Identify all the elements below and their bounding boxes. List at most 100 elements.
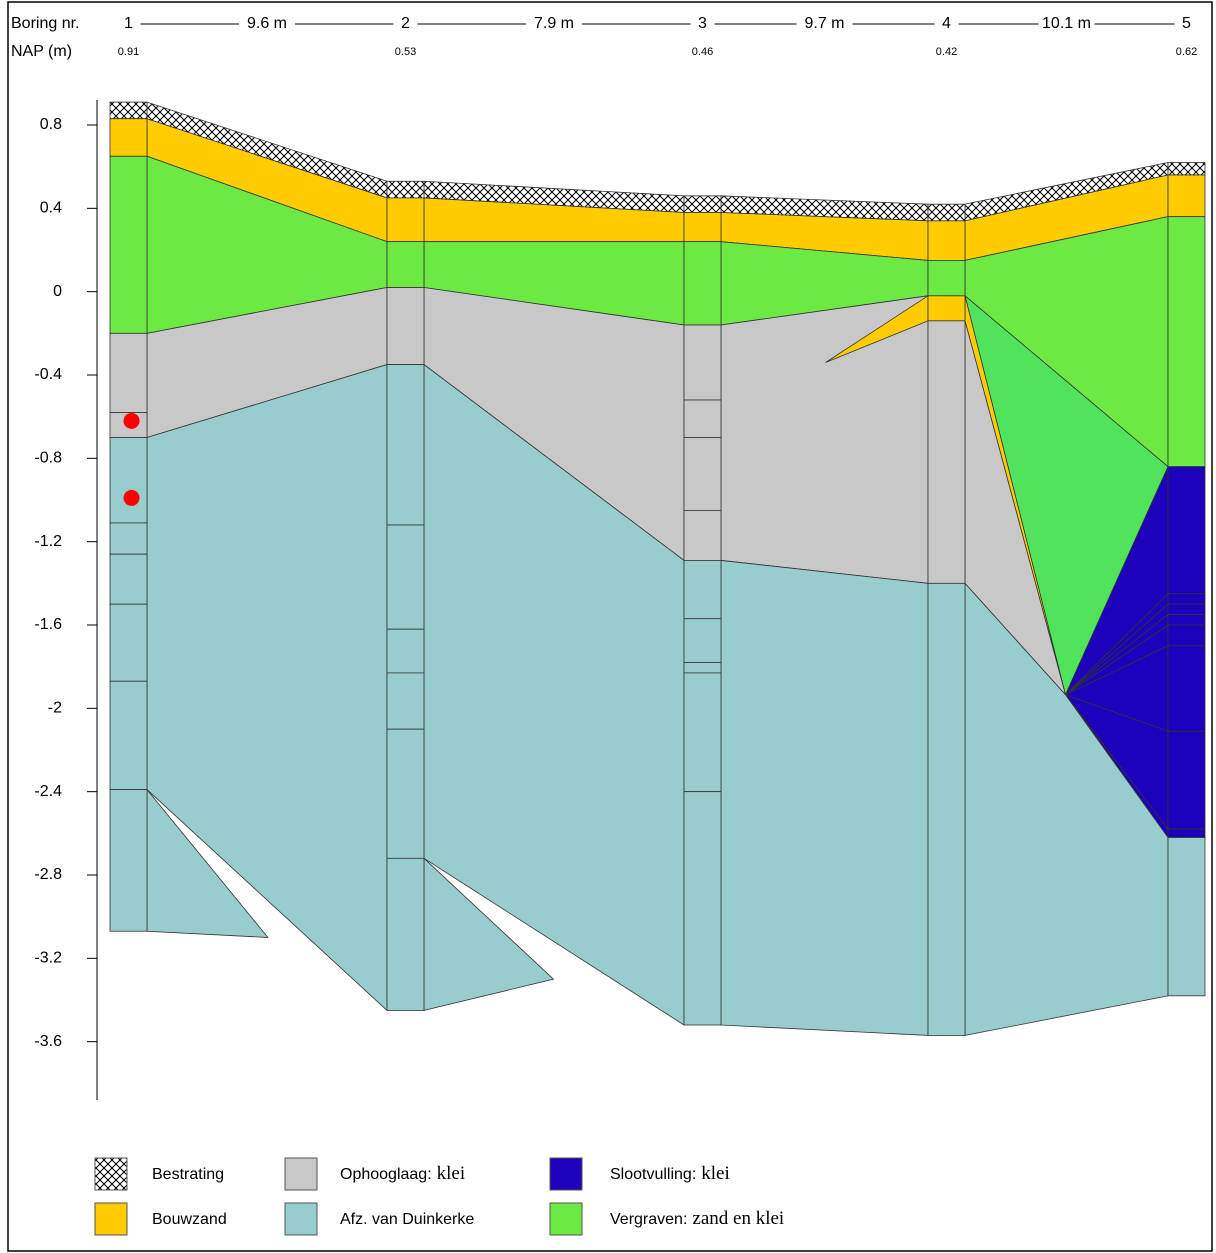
y-tick-label: -0.4 <box>34 366 62 383</box>
y-tick-label: -0.8 <box>34 450 62 467</box>
legend-swatch <box>550 1203 582 1235</box>
boring-top: 0.42 <box>936 46 957 58</box>
legend-desc: klei <box>437 1163 466 1184</box>
y-tick-label: -2 <box>48 700 62 717</box>
boring-top: 0.62 <box>1176 46 1197 58</box>
boring-layer <box>684 325 721 400</box>
boring-layer <box>684 242 721 325</box>
boring-layer <box>387 525 424 629</box>
boring-layer <box>387 288 424 365</box>
boring-layer <box>928 221 965 261</box>
sample <box>124 413 140 429</box>
boring-top: 0.46 <box>692 46 713 58</box>
boring-layer <box>110 604 147 681</box>
sample <box>124 490 140 506</box>
boring-layer <box>684 560 721 618</box>
legend-label: Bouwzand <box>152 1211 227 1228</box>
legend-name: Slootvulling: <box>610 1166 696 1183</box>
boring-layer <box>1168 594 1205 604</box>
boring-layer <box>110 523 147 554</box>
legend-name: Bouwzand <box>152 1211 227 1228</box>
boring-layer <box>1168 838 1205 996</box>
boring-layer <box>387 365 424 525</box>
distance-label: 9.6 m <box>247 15 287 32</box>
y-tick-label: -1.6 <box>34 616 62 633</box>
boring-layer <box>684 196 721 213</box>
boring-layer <box>1168 731 1205 829</box>
boring-name: 4 <box>942 15 951 32</box>
chart: 10.9120.5330.4640.4250.629.6 m7.9 m9.7 m… <box>0 0 1216 1253</box>
boring-layer <box>928 321 965 584</box>
legend-swatch <box>285 1203 317 1235</box>
y-tick-label: -2.8 <box>34 866 62 883</box>
legend-label: Bestrating <box>152 1166 224 1183</box>
boring-layer <box>928 296 965 321</box>
y-tick-label: 0 <box>53 283 62 300</box>
legend-swatch <box>550 1158 582 1190</box>
y-tick-label: -3.6 <box>34 1033 62 1050</box>
y-tick-label: -1.2 <box>34 533 62 550</box>
boring-layer <box>684 400 721 438</box>
legend-name: Bestrating <box>152 1166 224 1183</box>
boring-layer <box>1168 467 1205 594</box>
boring-layer <box>387 858 424 1010</box>
boring-layer <box>387 673 424 729</box>
boring-top: 0.91 <box>118 46 139 58</box>
legend-label: Afz. van Duinkerke <box>340 1211 474 1228</box>
boring-layer <box>684 438 721 511</box>
boring-layer <box>110 156 147 333</box>
layer-fill <box>721 296 928 583</box>
boring-layer <box>684 663 721 673</box>
boring-layer <box>110 333 147 412</box>
boring-layer <box>684 510 721 560</box>
boring-layer <box>110 681 147 789</box>
y-tick-label: 0.4 <box>40 200 62 217</box>
boring-layer <box>110 102 147 119</box>
boring-layer <box>110 790 147 932</box>
distance-label: 7.9 m <box>534 15 574 32</box>
legend-desc: zand en klei <box>692 1208 784 1229</box>
boring-layer <box>1168 217 1205 467</box>
y-tick-label: 0.8 <box>40 116 62 133</box>
boring-layer <box>1168 175 1205 217</box>
legend-name: Vergraven: <box>610 1211 687 1228</box>
boring-layer <box>387 198 424 242</box>
boring-layer <box>1168 829 1205 837</box>
legend-name: Afz. van Duinkerke <box>340 1211 474 1228</box>
legend-label: Ophooglaag: klei <box>340 1163 465 1184</box>
boring-layer <box>110 438 147 523</box>
boring-layer <box>387 181 424 198</box>
boring-layer <box>1168 163 1205 176</box>
boring-layer <box>1168 625 1205 646</box>
boring-layer <box>928 583 965 1035</box>
row-label: Boring nr. <box>11 15 79 32</box>
distance-label: 10.1 m <box>1042 15 1091 32</box>
boring-layer <box>684 673 721 792</box>
boring-layer <box>928 260 965 295</box>
boring-name: 1 <box>124 15 133 32</box>
boring-layer <box>387 729 424 858</box>
legend-name: Ophooglaag: <box>340 1166 432 1183</box>
legend-label: Vergraven: zand en klei <box>610 1208 784 1229</box>
boring-layer <box>684 792 721 1025</box>
boring-layer <box>684 619 721 663</box>
boring-layer <box>1168 646 1205 731</box>
legend-swatch <box>285 1158 317 1190</box>
boring-layer <box>110 554 147 604</box>
legend-desc: klei <box>701 1163 730 1184</box>
boring-layer <box>684 213 721 242</box>
boring-name: 2 <box>401 15 410 32</box>
boring-layer <box>387 242 424 288</box>
layer-fill <box>721 560 928 1035</box>
y-tick-label: -2.4 <box>34 783 62 800</box>
y-tick-label: -3.2 <box>34 950 62 967</box>
legend-swatch <box>95 1203 127 1235</box>
boring-layer <box>1168 615 1205 625</box>
boring-layer <box>387 629 424 673</box>
boring-name: 3 <box>698 15 707 32</box>
boring-layer <box>928 204 965 221</box>
distance-label: 9.7 m <box>804 15 844 32</box>
boring-name: 5 <box>1182 15 1191 32</box>
boring-layer <box>110 119 147 157</box>
legend-label: Slootvulling: klei <box>610 1163 730 1184</box>
